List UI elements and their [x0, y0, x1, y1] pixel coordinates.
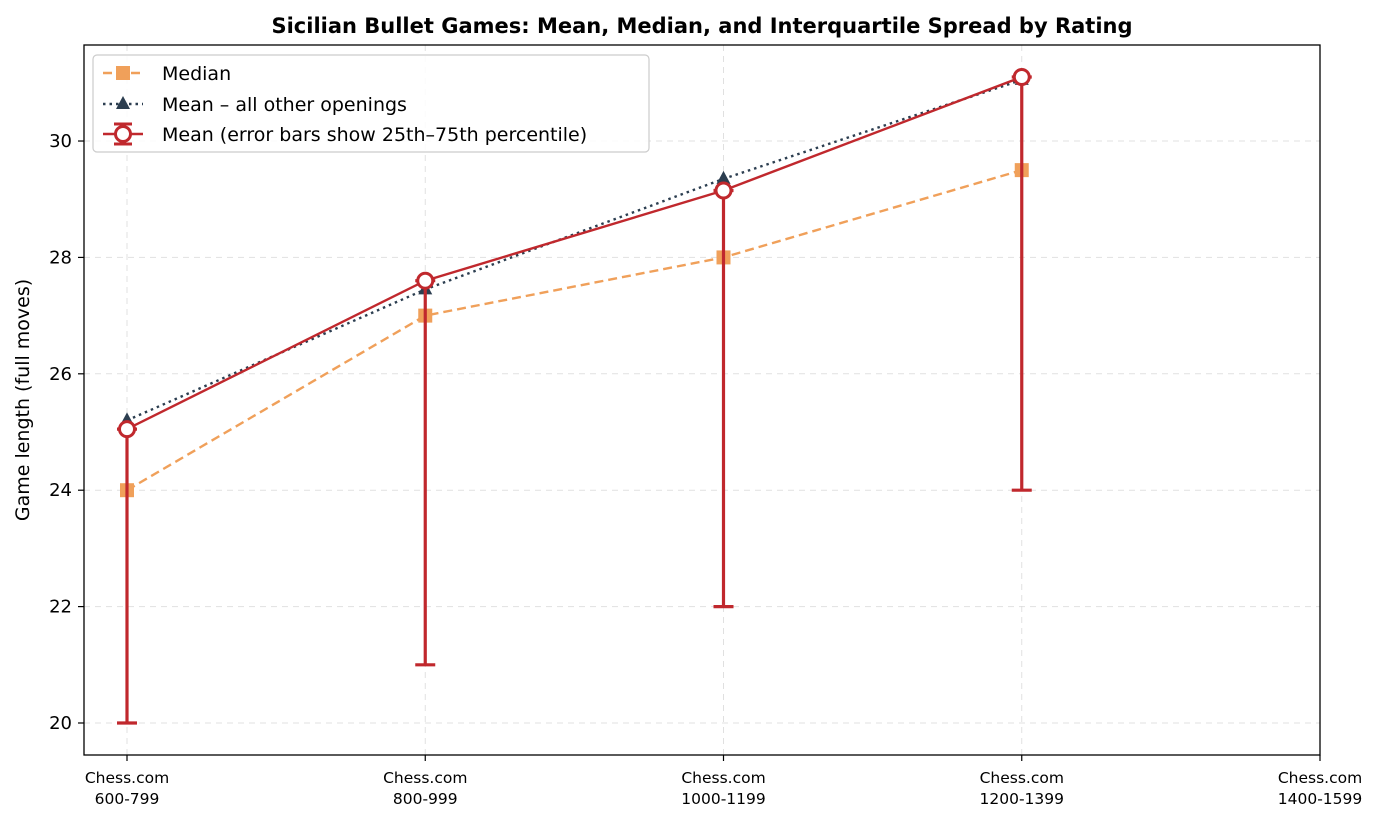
x-tick-label: Chess.com: [980, 769, 1064, 787]
legend-label: Mean – all other openings: [162, 94, 407, 116]
legend-median-marker: [116, 66, 130, 80]
y-axis-label: Game length (full moves): [12, 279, 34, 521]
x-tick-label: Chess.com: [85, 769, 169, 787]
legend: Median Mean – all other openings Mean (err…: [92, 54, 650, 153]
legend-label: Median: [162, 63, 231, 85]
legend-label: Mean (error bars show 25th–75th percenti…: [162, 124, 587, 146]
x-tick-label: Chess.com: [681, 769, 765, 787]
median-line: [126, 168, 1023, 492]
x-tick-label: Chess.com: [383, 769, 467, 787]
mean-marker: [714, 181, 733, 200]
legend-other-marker: [116, 96, 130, 109]
x-tick-label: 1200-1399: [980, 790, 1065, 808]
mean-line: [126, 75, 1023, 431]
x-tick-label: 1400-1599: [1278, 790, 1363, 808]
mean-marker: [1012, 68, 1031, 87]
legend-box: [92, 54, 650, 153]
x-tick-label: 800-999: [393, 790, 458, 808]
other-openings-mean-marker: [716, 170, 731, 184]
y-tick-label: 26: [49, 364, 72, 385]
x-tick-label: 1000-1199: [681, 790, 766, 808]
axes: 20 22 24 26 28 30 Chess.com 600-799 Chess.com 800…: [49, 131, 1362, 808]
x-tick-label: Chess.com: [1278, 769, 1362, 787]
mean-marker: [118, 420, 136, 439]
plot-area: [117, 68, 1032, 725]
chart-title: Sicilian Bullet Games: Mean, Median, and…: [271, 14, 1132, 38]
plot-frame: [83, 44, 1321, 756]
y-tick-label: 22: [49, 597, 72, 618]
y-tick-label: 30: [49, 131, 72, 152]
mean-marker: [416, 271, 435, 290]
x-tick-label: 600-799: [95, 790, 160, 808]
legend-mean-marker: [114, 125, 132, 143]
y-tick-label: 28: [49, 247, 72, 268]
y-tick-label: 24: [49, 480, 72, 501]
y-tick-label: 20: [49, 713, 72, 734]
